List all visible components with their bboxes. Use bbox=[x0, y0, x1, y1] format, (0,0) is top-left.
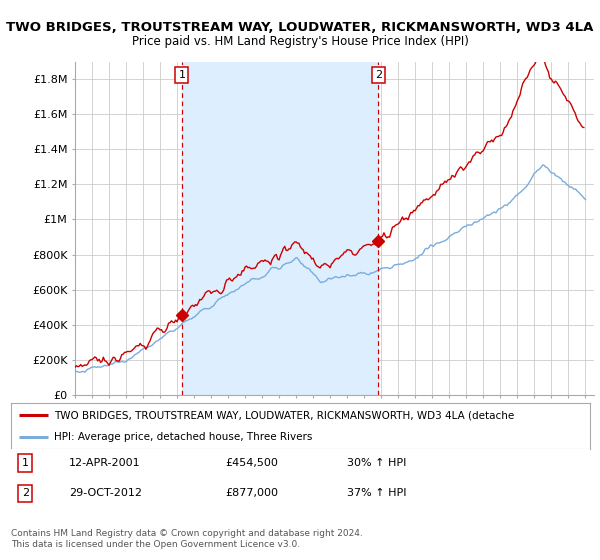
Text: TWO BRIDGES, TROUTSTREAM WAY, LOUDWATER, RICKMANSWORTH, WD3 4LA (detache: TWO BRIDGES, TROUTSTREAM WAY, LOUDWATER,… bbox=[54, 410, 514, 420]
Text: 1: 1 bbox=[22, 458, 29, 468]
Text: 1: 1 bbox=[178, 70, 185, 80]
Text: £877,000: £877,000 bbox=[225, 488, 278, 498]
Text: 37% ↑ HPI: 37% ↑ HPI bbox=[347, 488, 406, 498]
Bar bbox=[182, 62, 379, 395]
Text: TWO BRIDGES, TROUTSTREAM WAY, LOUDWATER, RICKMANSWORTH, WD3 4LA: TWO BRIDGES, TROUTSTREAM WAY, LOUDWATER,… bbox=[7, 21, 593, 34]
Text: 12-APR-2001: 12-APR-2001 bbox=[69, 458, 140, 468]
Text: £454,500: £454,500 bbox=[225, 458, 278, 468]
Text: HPI: Average price, detached house, Three Rivers: HPI: Average price, detached house, Thre… bbox=[54, 432, 313, 442]
Text: Price paid vs. HM Land Registry's House Price Index (HPI): Price paid vs. HM Land Registry's House … bbox=[131, 35, 469, 48]
Text: 29-OCT-2012: 29-OCT-2012 bbox=[69, 488, 142, 498]
Text: 2: 2 bbox=[22, 488, 29, 498]
Text: Contains HM Land Registry data © Crown copyright and database right 2024.
This d: Contains HM Land Registry data © Crown c… bbox=[11, 529, 362, 549]
Text: 2: 2 bbox=[375, 70, 382, 80]
Text: 30% ↑ HPI: 30% ↑ HPI bbox=[347, 458, 406, 468]
